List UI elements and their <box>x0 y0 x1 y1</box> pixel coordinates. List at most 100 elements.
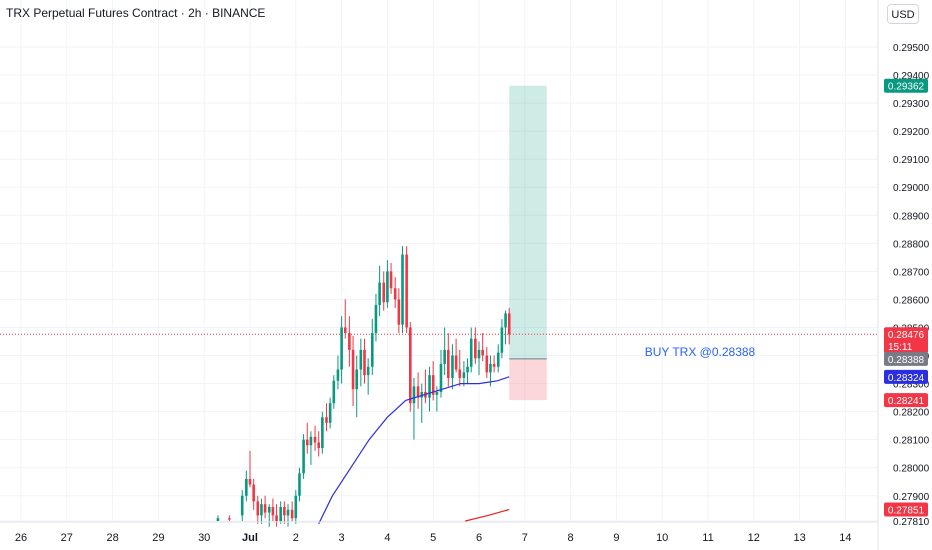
candle-body <box>286 509 290 516</box>
y-tick-label: 0.29200 <box>893 127 930 138</box>
candle <box>263 495 267 519</box>
candle <box>275 504 278 527</box>
price-label-badge: 0.28388 <box>884 351 928 366</box>
moving-average-blue-line <box>318 376 510 525</box>
candle <box>340 316 343 384</box>
candle-body <box>382 282 386 303</box>
candle-body <box>500 327 504 353</box>
x-tick-label: 7 <box>522 532 528 544</box>
candle <box>485 347 489 378</box>
candle-body <box>378 282 381 306</box>
candle <box>500 319 504 359</box>
price-label-bg <box>884 502 928 517</box>
price-label-badge: 0.28324 <box>884 369 928 384</box>
y-tick-label: 0.28000 <box>893 464 930 475</box>
candle-body <box>431 375 435 395</box>
candle-body <box>370 333 374 367</box>
candle <box>248 450 252 488</box>
candle-body <box>393 288 397 300</box>
candle-body <box>474 338 477 359</box>
y-tick-label: 0.28600 <box>893 295 930 306</box>
candle-body <box>496 352 500 367</box>
candle <box>302 434 305 479</box>
chart-title: TRX Perpetual Futures Contract · 2h · BI… <box>6 6 266 20</box>
candle-body <box>447 349 450 378</box>
candle <box>336 355 340 390</box>
candle-body <box>279 506 282 521</box>
candle-body <box>439 363 443 392</box>
candle <box>447 333 450 387</box>
candle-body <box>489 363 492 373</box>
candle-body <box>283 506 286 516</box>
candle-body <box>240 495 244 516</box>
x-tick-label: 12 <box>748 532 760 544</box>
x-tick-label: 9 <box>613 532 619 544</box>
candle-body <box>462 372 466 378</box>
candle <box>355 355 359 418</box>
y-tick-label: 0.29300 <box>893 99 930 110</box>
candle-body <box>359 349 363 370</box>
price-label-value: 0.28388 <box>888 355 925 366</box>
candle-body <box>416 386 420 398</box>
candle-body <box>328 403 332 423</box>
candle <box>458 349 462 387</box>
candle-body <box>477 349 481 359</box>
candle <box>313 425 317 451</box>
position-stop-zone <box>509 358 547 401</box>
x-tick-label: 2 <box>293 532 299 544</box>
candle-body <box>485 355 489 373</box>
candle-body <box>336 369 340 381</box>
x-tick-label: 6 <box>476 532 482 544</box>
candle-body <box>271 506 275 516</box>
candle-body <box>481 349 484 356</box>
price-label-bg <box>884 351 928 366</box>
candle <box>325 403 328 432</box>
candle-body <box>252 484 255 502</box>
candle <box>321 411 324 454</box>
y-tick-label: 0.28100 <box>893 436 930 447</box>
candle <box>420 383 424 423</box>
candle-body <box>267 506 271 513</box>
candle-body <box>228 518 231 520</box>
candle-body <box>275 515 278 521</box>
candle <box>351 335 355 407</box>
candle-body <box>504 313 507 328</box>
candle <box>443 327 446 376</box>
candle-body <box>325 417 328 423</box>
candle <box>343 299 347 339</box>
candle-body <box>351 349 355 390</box>
x-tick-label: 29 <box>152 532 164 544</box>
candle-body <box>466 366 469 373</box>
candle <box>424 369 427 404</box>
candle-body <box>451 355 454 378</box>
candle <box>366 358 370 395</box>
candle <box>370 319 374 376</box>
candle <box>416 372 420 409</box>
candle <box>245 470 248 502</box>
candle <box>267 504 271 527</box>
candle-body <box>343 327 347 334</box>
candle <box>294 490 298 524</box>
candle-body <box>355 369 359 390</box>
candle <box>216 515 220 521</box>
position-target-zone <box>509 85 547 359</box>
candle-body <box>405 254 408 328</box>
candle-body <box>363 349 366 376</box>
candle <box>474 327 477 364</box>
candle <box>386 260 389 308</box>
candle-body <box>435 391 439 395</box>
y-tick-label: 0.27900 <box>893 492 930 503</box>
candle-body <box>428 375 431 398</box>
candle <box>428 366 431 412</box>
candle-body <box>216 518 220 521</box>
moving-average-red-line <box>465 508 510 522</box>
x-tick-label: 27 <box>61 532 73 544</box>
candle-body <box>321 417 324 449</box>
currency-selector-button[interactable]: USD <box>887 4 919 24</box>
candle-body <box>443 349 446 364</box>
candle <box>431 361 435 401</box>
x-tick-label: 3 <box>339 532 345 544</box>
x-tick-label: Jul <box>242 532 258 544</box>
candle <box>228 515 231 521</box>
